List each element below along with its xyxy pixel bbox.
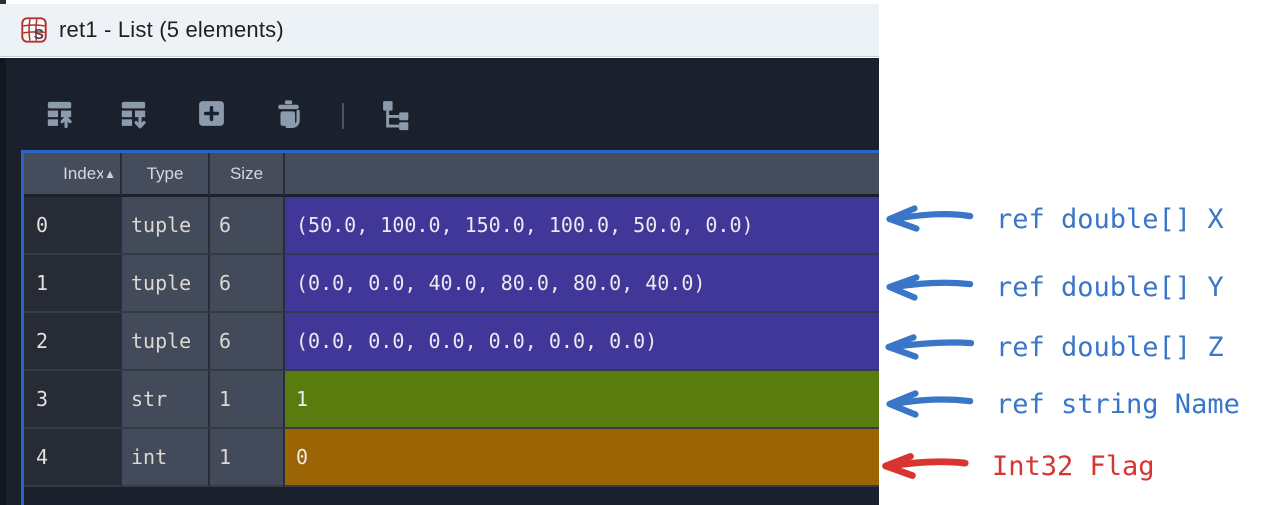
plus-icon [194,96,229,134]
index-cell[interactable]: 4 [24,429,122,487]
type-cell[interactable]: tuple [122,197,210,255]
value-cell[interactable]: (0.0, 0.0, 40.0, 80.0, 80.0, 40.0) [285,255,879,313]
left-arrow-icon [885,334,974,360]
window-titlebar: S ret1 - List (5 elements) [0,4,879,57]
index-cell[interactable]: 3 [24,371,122,429]
window-edge [0,58,6,505]
annotation-label: Int32 Flag [992,450,1155,482]
type-cell[interactable]: tuple [122,313,210,371]
tree-hierarchy-icon [378,96,413,134]
insert-row-below-button[interactable] [110,93,156,137]
table-row[interactable]: 3 str 1 1 [24,371,879,429]
ks-script-icon: S [21,17,47,43]
table-row[interactable]: 4 int 1 0 [24,429,879,487]
tree-view-button[interactable] [372,93,418,137]
size-cell[interactable]: 1 [210,371,285,429]
index-cell[interactable]: 2 [24,313,122,371]
annotation-row-3: ref string Name [878,387,1240,421]
index-cell[interactable]: 1 [24,255,122,313]
insert-row-above-button[interactable] [36,93,82,137]
annotation-label: ref double[] Z [996,331,1224,363]
size-cell[interactable]: 6 [210,313,285,371]
type-cell[interactable]: int [122,429,210,487]
table-header-row: Index ▲ Type Size [24,153,879,197]
left-arrow-icon [882,453,969,479]
column-header-index[interactable]: Index ▲ [24,153,122,197]
annotation-row-1: ref double[] Y [878,270,1224,304]
trash-icon [271,96,306,134]
value-cell[interactable]: 1 [285,371,879,429]
annotation-row-0: ref double[] X [878,202,1224,236]
table-row-insert-up-icon [42,96,77,134]
sort-ascending-icon: ▲ [104,166,116,181]
list-table: Index ▲ Type Size 0 tuple 6 (50.0, 100.0… [21,150,879,505]
toolbar-separator [342,103,344,129]
corner-artifact [0,0,6,6]
add-element-button[interactable] [188,93,234,137]
table-row[interactable]: 0 tuple 6 (50.0, 100.0, 150.0, 100.0, 50… [24,197,879,255]
column-header-size[interactable]: Size [210,153,285,197]
annotation-label: ref double[] Y [996,271,1224,303]
delete-element-button[interactable] [265,93,311,137]
size-cell[interactable]: 1 [210,429,285,487]
type-cell[interactable]: str [122,371,210,429]
size-cell[interactable]: 6 [210,197,285,255]
type-cell[interactable]: tuple [122,255,210,313]
table-row-insert-down-icon [116,96,151,134]
left-arrow-icon [886,205,974,232]
annotation-row-4: Int32 Flag [874,449,1155,483]
value-cell[interactable]: (0.0, 0.0, 0.0, 0.0, 0.0, 0.0) [285,313,879,371]
column-header-value[interactable] [285,153,879,197]
value-cell[interactable]: (50.0, 100.0, 150.0, 100.0, 50.0, 0.0) [285,197,879,255]
size-cell[interactable]: 6 [210,255,285,313]
table-row[interactable]: 1 tuple 6 (0.0, 0.0, 40.0, 80.0, 80.0, 4… [24,255,879,313]
annotation-label: ref string Name [996,388,1240,420]
left-arrow-icon [886,390,974,418]
value-cell[interactable]: 0 [285,429,879,487]
svg-text:S: S [34,26,44,43]
window-title: ret1 - List (5 elements) [59,17,284,42]
app-body: Index ▲ Type Size 0 tuple 6 (50.0, 100.0… [0,58,879,505]
index-cell[interactable]: 0 [24,197,122,255]
left-arrow-icon [886,274,974,301]
column-header-type[interactable]: Type [122,153,210,197]
annotation-label: ref double[] X [996,203,1224,235]
annotation-row-2: ref double[] Z [878,330,1224,364]
table-row[interactable]: 2 tuple 6 (0.0, 0.0, 0.0, 0.0, 0.0, 0.0) [24,313,879,371]
